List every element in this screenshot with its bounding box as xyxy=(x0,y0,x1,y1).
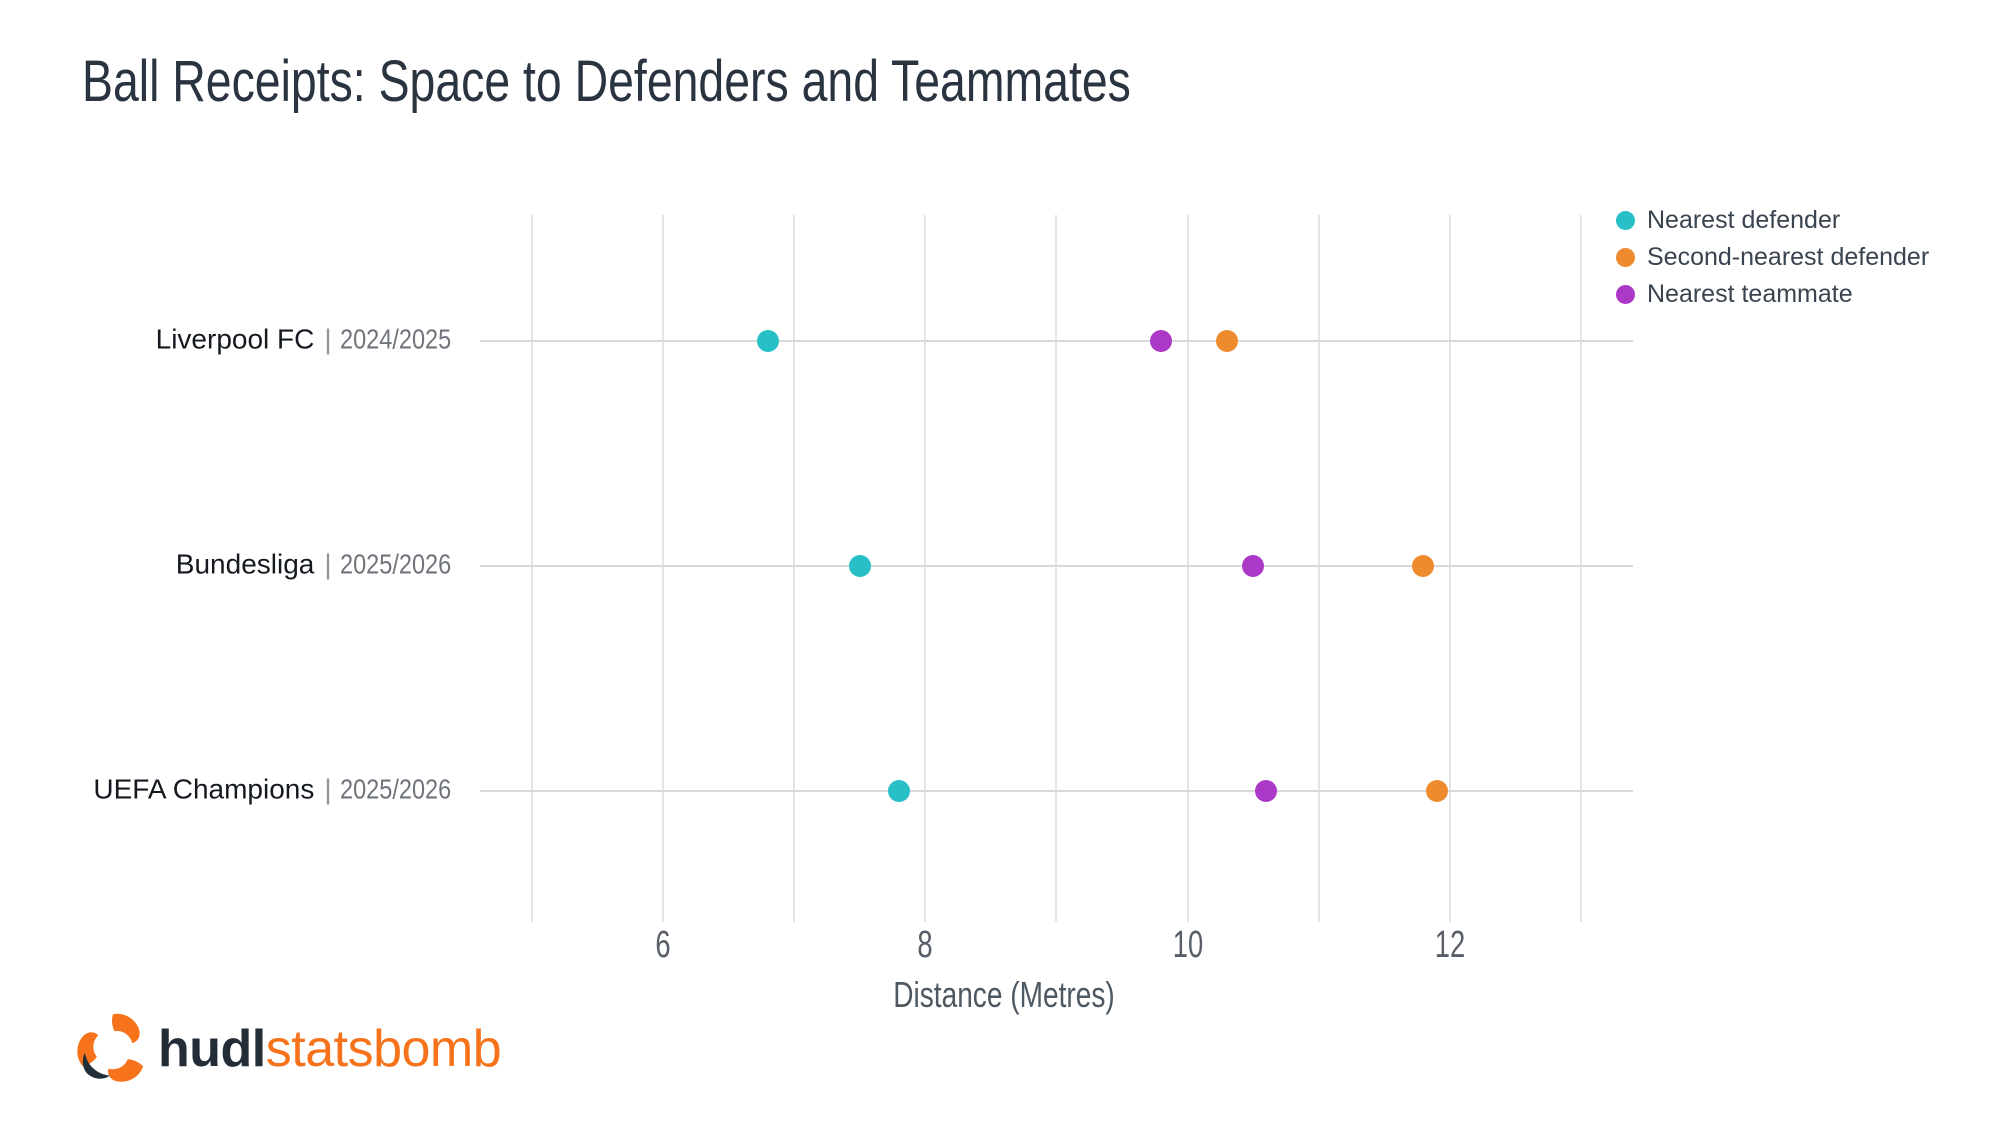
x-tick-label-8: 8 xyxy=(917,924,933,966)
row-label-season: 2024/2025 xyxy=(339,323,451,355)
row-label-separator: | xyxy=(324,773,332,805)
row-line-bundesliga xyxy=(480,565,1633,567)
row-label-season: 2025/2026 xyxy=(339,548,451,580)
logo-hudl-text: hudl xyxy=(158,1020,266,1078)
gridline-x-9 xyxy=(1055,215,1058,922)
legend-item-second-nearest-defender[interactable]: Second-nearest defender xyxy=(1616,239,1929,276)
gridline-x-8 xyxy=(924,215,927,922)
legend-dot-second-nearest-defender xyxy=(1616,248,1635,267)
legend-label: Second-nearest defender xyxy=(1647,243,1930,271)
logo-wordmark: hudl statsbomb xyxy=(158,1019,502,1079)
row-label-team: Bundesliga xyxy=(175,548,315,580)
gridline-x-6 xyxy=(662,215,665,922)
point-nearest-teammate-bundesliga[interactable] xyxy=(1242,555,1265,577)
legend-dot-nearest-defender xyxy=(1616,211,1635,230)
point-nearest-defender-uefa-champions[interactable] xyxy=(888,780,911,802)
gridline-x-5 xyxy=(531,215,533,922)
legend-label: Nearest defender xyxy=(1647,206,1841,234)
chart-title: Ball Receipts: Space to Defenders and Te… xyxy=(82,49,1131,114)
gridline-x-12 xyxy=(1448,215,1451,922)
gridline-x-11 xyxy=(1317,215,1320,922)
x-tick-label-12: 12 xyxy=(1434,924,1465,966)
x-axis-label: Distance (Metres) xyxy=(893,974,1115,1015)
legend-dot-nearest-teammate xyxy=(1616,285,1635,304)
hudl-statsbomb-icon xyxy=(77,1013,144,1082)
point-nearest-defender-bundesliga[interactable] xyxy=(848,555,871,577)
row-label-liverpool-fc: Liverpool FC | 2024/2025 xyxy=(156,324,472,356)
gridline-x-7 xyxy=(793,215,796,922)
row-label-team: UEFA Champions xyxy=(93,773,315,805)
point-nearest-teammate-uefa-champions[interactable] xyxy=(1255,780,1278,802)
row-label-separator: | xyxy=(324,548,332,580)
point-second-nearest-defender-bundesliga[interactable] xyxy=(1412,555,1435,577)
gridline-x-10 xyxy=(1186,215,1189,922)
row-label-team: Liverpool FC xyxy=(155,323,315,355)
row-label-separator: | xyxy=(324,323,332,355)
row-label-uefa-champions: UEFA Champions | 2025/2026 xyxy=(93,774,472,806)
logo-statsbomb-text: statsbomb xyxy=(265,1020,502,1078)
footer-logo: hudl statsbomb xyxy=(76,1010,502,1088)
legend-item-nearest-defender[interactable]: Nearest defender xyxy=(1616,202,1929,239)
x-tick-label-6: 6 xyxy=(655,924,671,966)
row-line-liverpool-fc xyxy=(480,340,1633,342)
row-label-bundesliga: Bundesliga | 2025/2026 xyxy=(176,549,472,581)
x-tick-label-10: 10 xyxy=(1172,924,1203,966)
point-nearest-defender-liverpool-fc[interactable] xyxy=(756,330,779,352)
point-second-nearest-defender-uefa-champions[interactable] xyxy=(1425,780,1448,802)
legend-item-nearest-teammate[interactable]: Nearest teammate xyxy=(1616,276,1929,313)
gridline-x-13 xyxy=(1579,215,1582,922)
row-label-season: 2025/2026 xyxy=(339,773,451,805)
legend-label: Nearest teammate xyxy=(1647,280,1853,308)
legend: Nearest defender Second-nearest defender N… xyxy=(1616,202,1929,313)
point-nearest-teammate-liverpool-fc[interactable] xyxy=(1150,330,1173,352)
row-line-uefa-champions xyxy=(480,790,1633,792)
point-second-nearest-defender-liverpool-fc[interactable] xyxy=(1215,330,1238,352)
